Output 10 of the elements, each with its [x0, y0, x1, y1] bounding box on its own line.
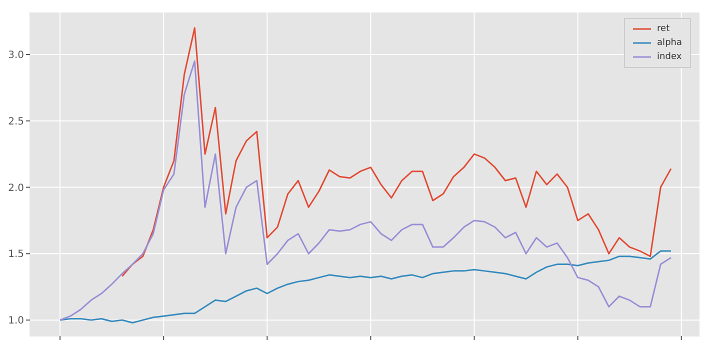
legend-label: ret — [657, 23, 670, 36]
y-tick-label: 3.0 — [8, 50, 24, 62]
legend-label: index — [657, 51, 682, 64]
line-series — [59, 250, 672, 324]
y-tick-label: 1.5 — [8, 249, 24, 260]
y-tick-label: 2.5 — [8, 116, 24, 128]
legend-label: alpha — [657, 37, 682, 50]
y-tick-label: 2.0 — [8, 182, 24, 194]
y-tick-label: 1.0 — [8, 316, 24, 327]
line-series — [59, 60, 672, 321]
